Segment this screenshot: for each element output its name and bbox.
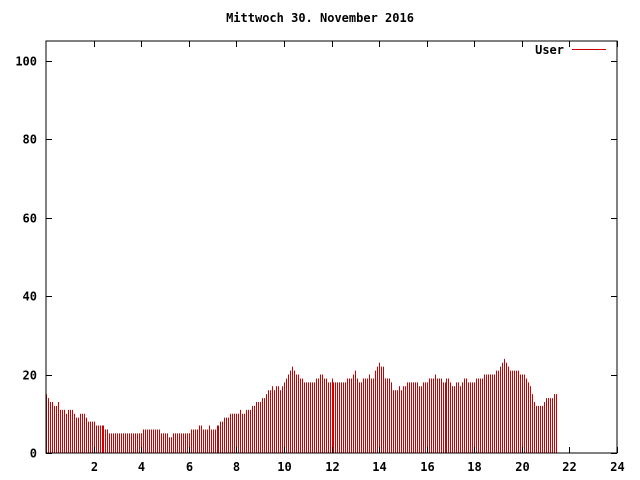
x-tick-label: 14 <box>372 460 386 474</box>
x-tick-label: 24 <box>610 460 624 474</box>
y-tick-label: 80 <box>23 133 37 147</box>
y-tick-label: 20 <box>23 369 37 383</box>
x-tick-label: 16 <box>420 460 434 474</box>
y-tick-label: 0 <box>30 447 37 461</box>
x-tick-label: 10 <box>277 460 291 474</box>
y-tick-label: 60 <box>23 212 37 226</box>
legend: User <box>535 43 606 57</box>
x-tick-label: 20 <box>515 460 529 474</box>
chart-title: Mittwoch 30. November 2016 <box>226 11 414 25</box>
bar-series-group <box>46 358 557 453</box>
y-tick-label: 100 <box>15 55 37 69</box>
x-tick-label: 2 <box>91 460 98 474</box>
legend-label: User <box>535 43 564 57</box>
y-tick-label: 40 <box>23 290 37 304</box>
x-tick-label: 22 <box>562 460 576 474</box>
x-tick-label: 6 <box>186 460 193 474</box>
plot-frame <box>45 40 618 454</box>
x-tick-label: 4 <box>138 460 145 474</box>
x-tick-label: 12 <box>325 460 339 474</box>
x-tick-label: 18 <box>467 460 481 474</box>
x-tick-label: 8 <box>233 460 240 474</box>
